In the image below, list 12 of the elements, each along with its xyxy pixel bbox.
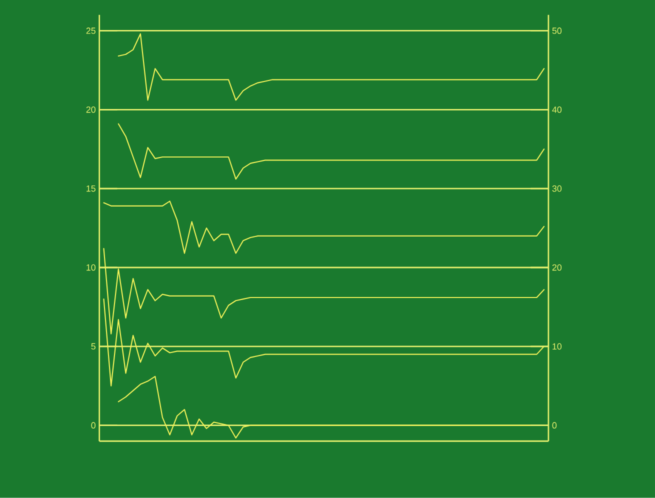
y-tick-label: 10 bbox=[86, 264, 96, 271]
y-tick-label: 20 bbox=[86, 106, 96, 113]
y2-tick-label: 0 bbox=[552, 422, 557, 429]
y-tick-label: 25 bbox=[86, 28, 96, 34]
y2-tick-label: 10 bbox=[552, 343, 562, 350]
y2-tick-label: 20 bbox=[552, 264, 562, 271]
y-tick-label: 0 bbox=[91, 422, 96, 429]
y-tick-label: 5 bbox=[91, 343, 96, 350]
y2-tick-label: 30 bbox=[552, 185, 562, 192]
y2-tick-label: 50 bbox=[552, 28, 562, 34]
y-tick-label: 15 bbox=[86, 185, 96, 192]
y2-tick-label: 40 bbox=[552, 106, 562, 113]
